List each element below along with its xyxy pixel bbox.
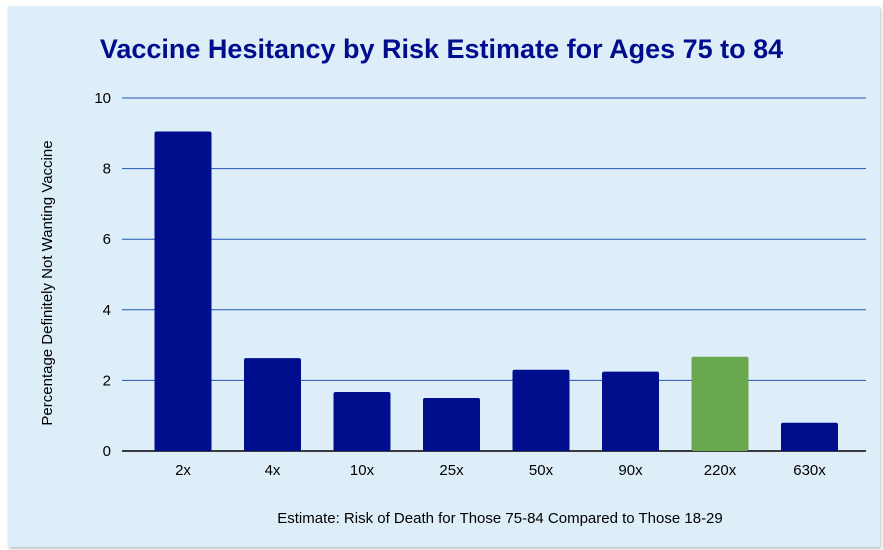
x-tick-label: 25x [439, 462, 464, 479]
bar-2x [154, 131, 212, 451]
gridlines [122, 97, 866, 452]
bar-10x [333, 392, 391, 451]
y-tick-label: 6 [103, 231, 111, 248]
y-tick-label: 8 [103, 161, 111, 178]
x-axis-title: Estimate: Risk of Death for Those 75-84 … [277, 510, 723, 527]
bar-50x [512, 369, 570, 451]
x-tick-label: 2x [175, 462, 191, 479]
bar-220x [691, 356, 749, 451]
y-axis-ticks: 0 2 4 6 8 10 [94, 90, 111, 460]
y-axis-title: Percentage Definitely Not Wanting Vaccin… [39, 140, 56, 425]
bars [154, 131, 838, 451]
y-tick-label: 0 [103, 443, 111, 460]
chart-background [8, 6, 880, 547]
x-axis-ticks: 2x 4x 10x 25x 50x 90x 220x 630x [175, 462, 826, 479]
bar-90x [602, 371, 659, 451]
x-tick-label: 220x [704, 462, 737, 479]
bar-4x [244, 358, 301, 451]
y-tick-label: 2 [103, 372, 111, 389]
y-tick-label: 10 [94, 90, 111, 107]
y-tick-label: 4 [103, 302, 111, 319]
x-tick-label: 4x [265, 462, 281, 479]
x-tick-label: 50x [529, 462, 554, 479]
bar-25x [423, 398, 480, 451]
chart-title: Vaccine Hesitancy by Risk Estimate for A… [99, 34, 784, 64]
x-tick-label: 90x [618, 462, 643, 479]
x-tick-label: 10x [350, 462, 375, 479]
x-tick-label: 630x [793, 462, 826, 479]
bar-630x [781, 422, 838, 451]
